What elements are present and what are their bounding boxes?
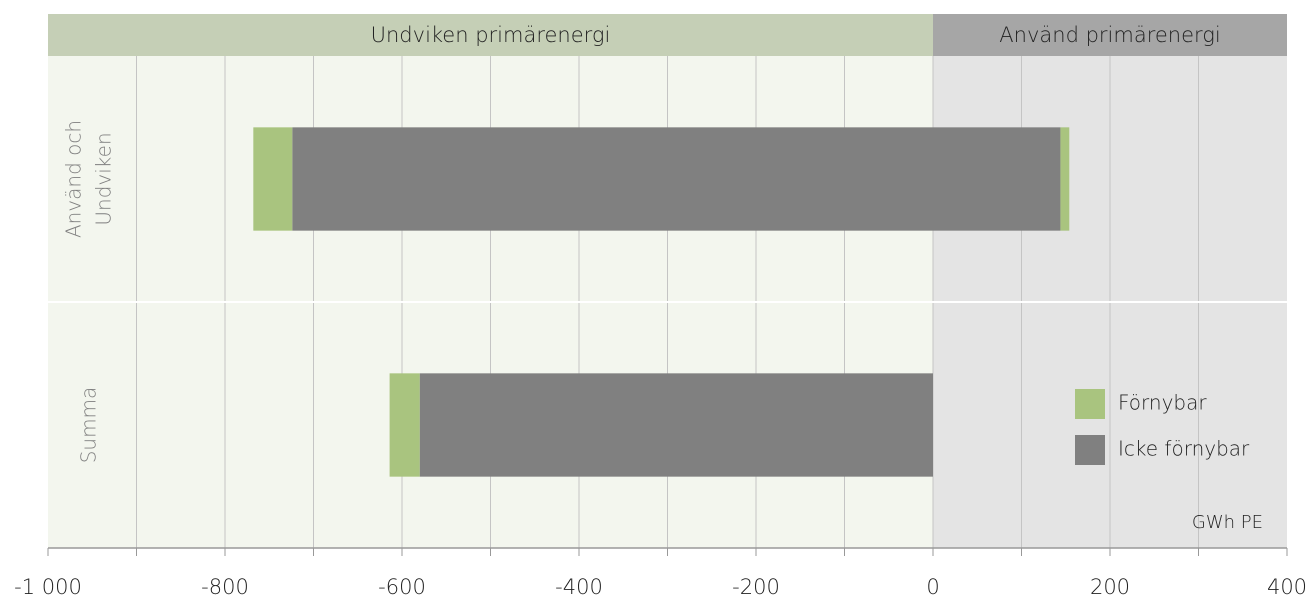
bar (292, 127, 933, 231)
region-header (48, 14, 933, 56)
x-tick-label: 200 (1090, 575, 1130, 599)
x-tick-label: -600 (378, 575, 426, 599)
category-label-line: Undviken (92, 132, 116, 225)
category-label-line: Summa (77, 387, 101, 464)
region-header (933, 14, 1287, 56)
legend-label: Förnybar (1118, 391, 1207, 415)
bar (419, 373, 933, 477)
category-label: Använd och Undviken (62, 120, 116, 238)
bar (933, 127, 1061, 231)
x-tick-label: -1 000 (14, 575, 82, 599)
x-tick-label: -400 (555, 575, 603, 599)
bar (389, 373, 420, 477)
legend-swatch (1075, 389, 1105, 419)
x-tick-label: -200 (732, 575, 780, 599)
legend-label: Icke förnybar (1118, 437, 1250, 461)
bar (1060, 127, 1070, 231)
x-tick-label: 400 (1267, 575, 1307, 599)
category-label: Summa (77, 387, 101, 464)
x-tick-label: -800 (201, 575, 249, 599)
legend-swatch (1075, 435, 1105, 465)
region-label: Använd primärenergi (999, 23, 1220, 47)
bar (253, 127, 293, 231)
category-label-line: Använd och (62, 120, 86, 238)
x-tick-label: 0 (926, 575, 939, 599)
unit-label: GWh PE (1192, 512, 1263, 533)
region-label: Undviken primärenergi (371, 23, 611, 47)
